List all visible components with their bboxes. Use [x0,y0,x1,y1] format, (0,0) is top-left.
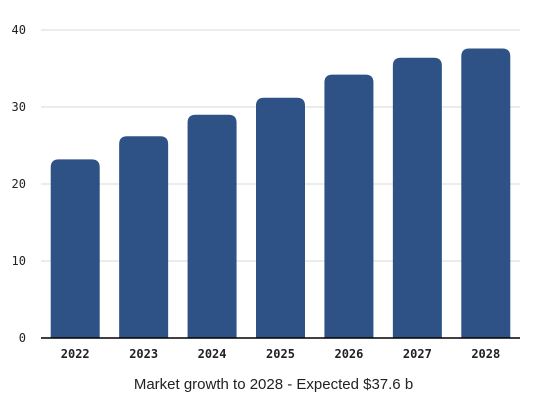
y-tick-label: 30 [12,100,26,114]
bar-2024 [187,114,237,338]
bars [50,48,511,338]
x-tick-label: 2024 [198,347,227,361]
x-axis-ticks: 2022 2023 2024 2025 2026 2027 2028 [61,347,500,361]
x-tick-label: 2022 [61,347,90,361]
x-tick-label: 2027 [403,347,432,361]
y-tick-label: 0 [19,331,26,345]
x-axis-label: Market growth to 2028 - Expected $37.6 b [133,376,414,393]
x-tick-label: 2026 [334,347,363,361]
bar-2026 [324,74,374,338]
x-tick-label: 2025 [266,347,295,361]
x-tick-label: 2028 [471,347,500,361]
bar-2025 [256,97,305,338]
y-axis-ticks: 0 10 20 30 40 [12,23,26,345]
bar-2028 [461,48,511,338]
y-tick-label: 20 [12,177,26,191]
bar-2027 [392,57,442,338]
x-tick-label: 2023 [129,347,158,361]
bar-2023 [119,136,169,338]
y-tick-label: 10 [12,254,26,268]
bar-2022 [50,159,100,338]
y-tick-label: 40 [12,23,26,37]
